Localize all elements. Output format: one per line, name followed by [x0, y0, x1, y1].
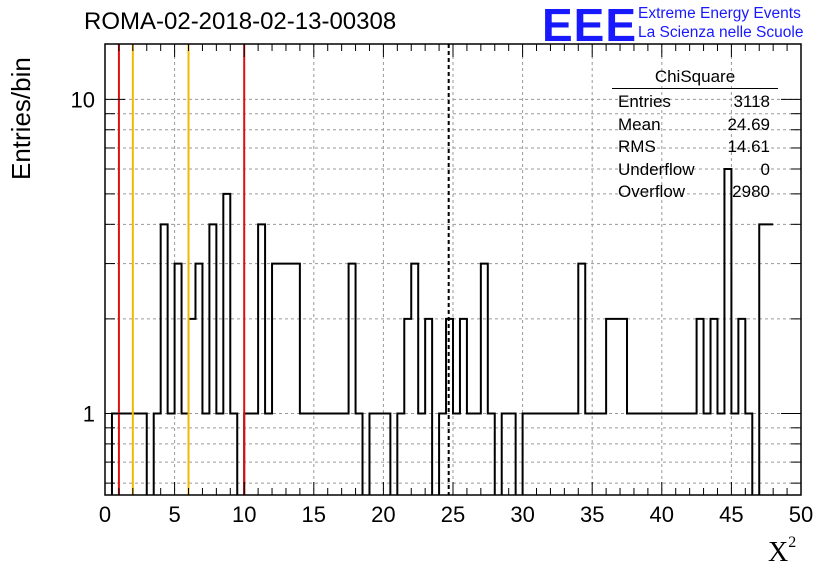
stats-row: Underflow 0	[612, 159, 778, 182]
x-tick-label: 35	[580, 502, 604, 527]
x-tick-label: 25	[441, 502, 465, 527]
histogram-bins	[110, 168, 774, 495]
x-tick-label: 40	[650, 502, 674, 527]
stats-title: ChiSquare	[612, 66, 778, 89]
x-tick-label: 30	[510, 502, 534, 527]
stats-row: Entries 3118	[612, 91, 778, 114]
stats-row: RMS 14.61	[612, 136, 778, 159]
stats-value: 24.69	[727, 114, 770, 134]
stats-value: 3118	[733, 92, 770, 111]
histogram-line	[110, 168, 774, 495]
stats-row: Overflow 2980	[612, 181, 778, 204]
stats-value: 14.61	[727, 137, 770, 157]
histogram-series	[110, 168, 774, 495]
y-tick-label: 1	[83, 401, 95, 426]
x-tick-label: 50	[789, 502, 813, 527]
threshold-lines	[117, 44, 450, 495]
stats-box: ChiSquare Entries 3118 Mean 24.69 RMS 14.61…	[612, 66, 778, 204]
y-axis-label: Entries/bin	[6, 57, 36, 180]
x-tick-label: 15	[302, 502, 326, 527]
logo-subtitle-2: La Scienza nelle Scuole	[638, 24, 804, 41]
stats-label: Underflow	[618, 159, 695, 179]
chart-title: ROMA-02-2018-02-13-00308	[84, 8, 397, 35]
x-axis-label: X2	[768, 533, 797, 569]
x-axis-label-base: X	[768, 537, 789, 568]
stats-label: RMS	[618, 137, 656, 157]
eee-logo: EEE	[542, 0, 638, 51]
x-tick-label: 5	[168, 502, 180, 527]
axis-tick-labels: 0 5 10 15 20 25 30 35 40 45 50 1 10	[71, 87, 814, 527]
stats-label: Entries	[618, 92, 671, 111]
x-axis-label-sup: 2	[788, 533, 797, 551]
stats-label: Overflow	[618, 182, 686, 202]
x-tick-label: 45	[719, 502, 743, 527]
x-tick-label: 20	[371, 502, 395, 527]
stats-value: 2980	[732, 182, 770, 202]
stats-value: 0	[760, 159, 770, 179]
y-tick-label: 10	[71, 87, 95, 112]
x-tick-label: 10	[232, 502, 256, 527]
axis-ticks	[104, 44, 802, 495]
stats-row: Mean 24.69	[612, 114, 778, 137]
x-tick-label: 0	[99, 502, 111, 527]
logo-subtitle-1: Extreme Energy Events	[638, 5, 801, 22]
stats-label: Mean	[618, 114, 661, 134]
